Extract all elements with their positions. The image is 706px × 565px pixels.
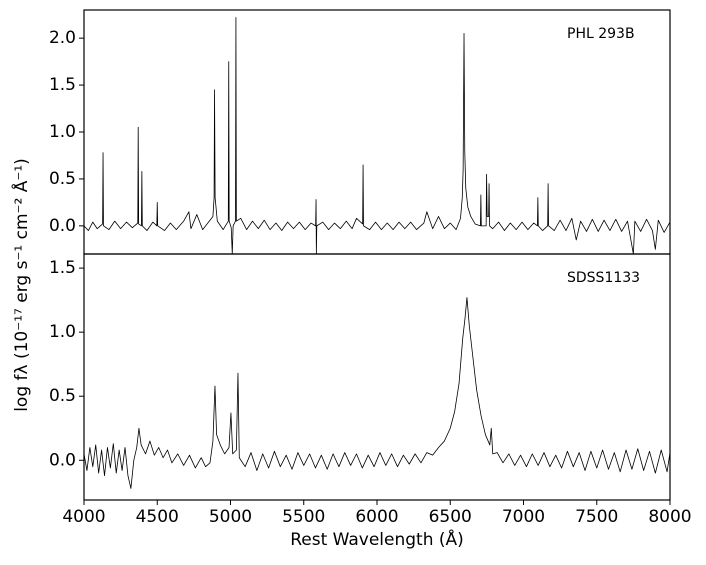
x-tick-label: 5500 [282,507,325,527]
y-tick-label: 1.5 [49,75,76,95]
x-tick-label: 4000 [62,507,105,527]
x-tick-label: 6000 [355,507,398,527]
y-tick-label: 1.0 [49,122,76,142]
y-axis-label: log fλ (10⁻¹⁷ erg s⁻¹ cm⁻² Å⁻¹) [10,158,32,412]
x-tick-label: 7500 [575,507,618,527]
y-tick-label: 1.5 [49,258,76,278]
x-tick-label: 4500 [136,507,179,527]
y-tick-label: 2.0 [49,28,76,48]
y-tick-label: 0.5 [49,169,76,189]
spectrum-line [83,17,671,255]
x-tick-label: 8000 [648,507,691,527]
y-tick-label: 1.0 [49,322,76,342]
x-tick-label: 6500 [429,507,472,527]
y-tick-label: 0.0 [49,450,76,470]
y-tick-label: 0.5 [49,386,76,406]
x-axis-label: Rest Wavelength (Å) [290,528,464,550]
y-tick-label: 0.0 [49,216,76,236]
x-tick-label: 5000 [209,507,252,527]
panel-label: PHL 293B [567,26,635,42]
plot-frame [83,9,671,255]
spectrum-line [83,297,671,489]
x-tick-label: 7000 [502,507,545,527]
panel-label: SDSS1133 [567,270,640,286]
